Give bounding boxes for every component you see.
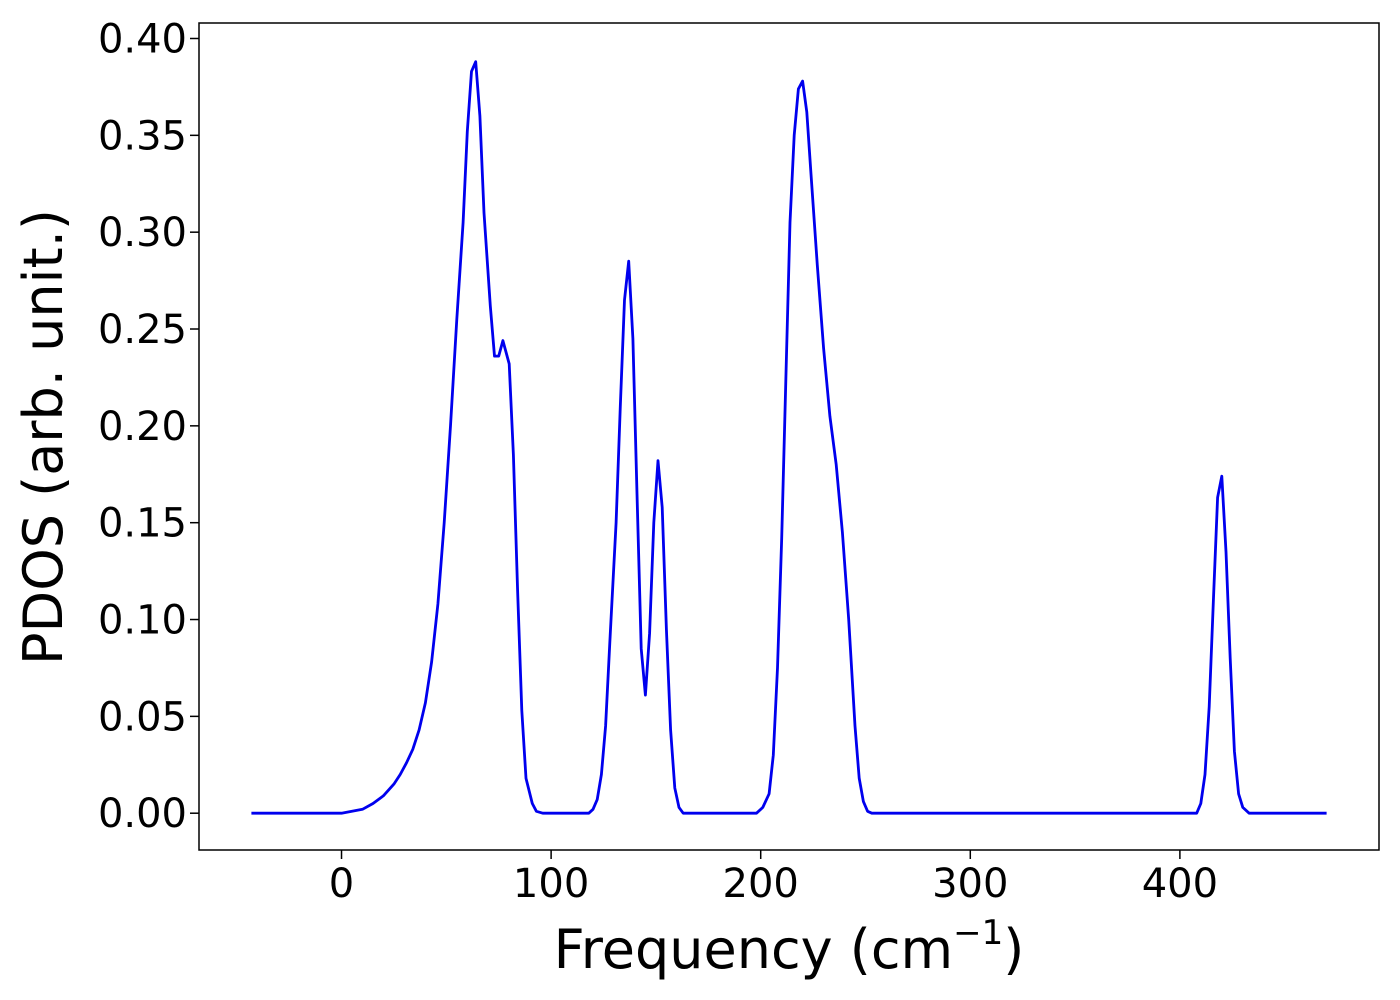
y-tick-label: 0.00 bbox=[98, 791, 187, 837]
y-tick-label: 0.25 bbox=[98, 307, 187, 353]
x-tick-label: 300 bbox=[932, 861, 1008, 907]
y-axis-ticks: 0.00 0.05 0.10 0.15 0.20 0.25 0.30 0.35 0.40 bbox=[98, 16, 199, 837]
y-tick-label: 0.05 bbox=[98, 694, 187, 740]
y-tick-label: 0.30 bbox=[98, 210, 187, 256]
y-tick-label: 0.35 bbox=[98, 113, 187, 159]
x-axis-label: Frequency (cm−1) bbox=[554, 913, 1025, 981]
y-tick-label: 0.10 bbox=[98, 598, 187, 644]
x-axis-label-close: ) bbox=[1003, 918, 1024, 981]
y-tick-label: 0.15 bbox=[98, 501, 187, 547]
y-tick-label: 0.20 bbox=[98, 404, 187, 450]
x-axis-ticks: 0 100 200 300 400 bbox=[329, 850, 1218, 907]
x-tick-label: 200 bbox=[723, 861, 799, 907]
plot-frame bbox=[198, 22, 1380, 851]
x-tick-label: 0 bbox=[329, 861, 354, 907]
pdos-series-line bbox=[251, 60, 1327, 815]
x-axis-label-exponent: −1 bbox=[953, 913, 1003, 953]
y-axis-label: PDOS (arb. unit.) bbox=[12, 209, 75, 665]
x-tick-label: 100 bbox=[513, 861, 589, 907]
x-tick-label: 400 bbox=[1142, 861, 1218, 907]
y-tick-label: 0.40 bbox=[98, 16, 187, 62]
